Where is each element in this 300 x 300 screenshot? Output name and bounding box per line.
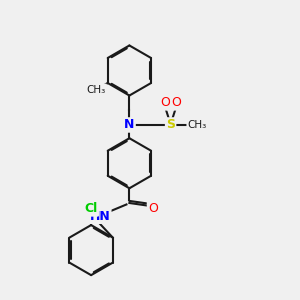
Text: O: O bbox=[172, 96, 182, 110]
Text: CH₃: CH₃ bbox=[188, 120, 207, 130]
Text: CH₃: CH₃ bbox=[87, 85, 106, 94]
Text: S: S bbox=[166, 118, 175, 131]
Text: N: N bbox=[124, 118, 135, 131]
Text: Cl: Cl bbox=[85, 202, 98, 215]
Text: O: O bbox=[148, 202, 158, 215]
Text: O: O bbox=[160, 96, 170, 110]
Text: HN: HN bbox=[90, 210, 110, 223]
